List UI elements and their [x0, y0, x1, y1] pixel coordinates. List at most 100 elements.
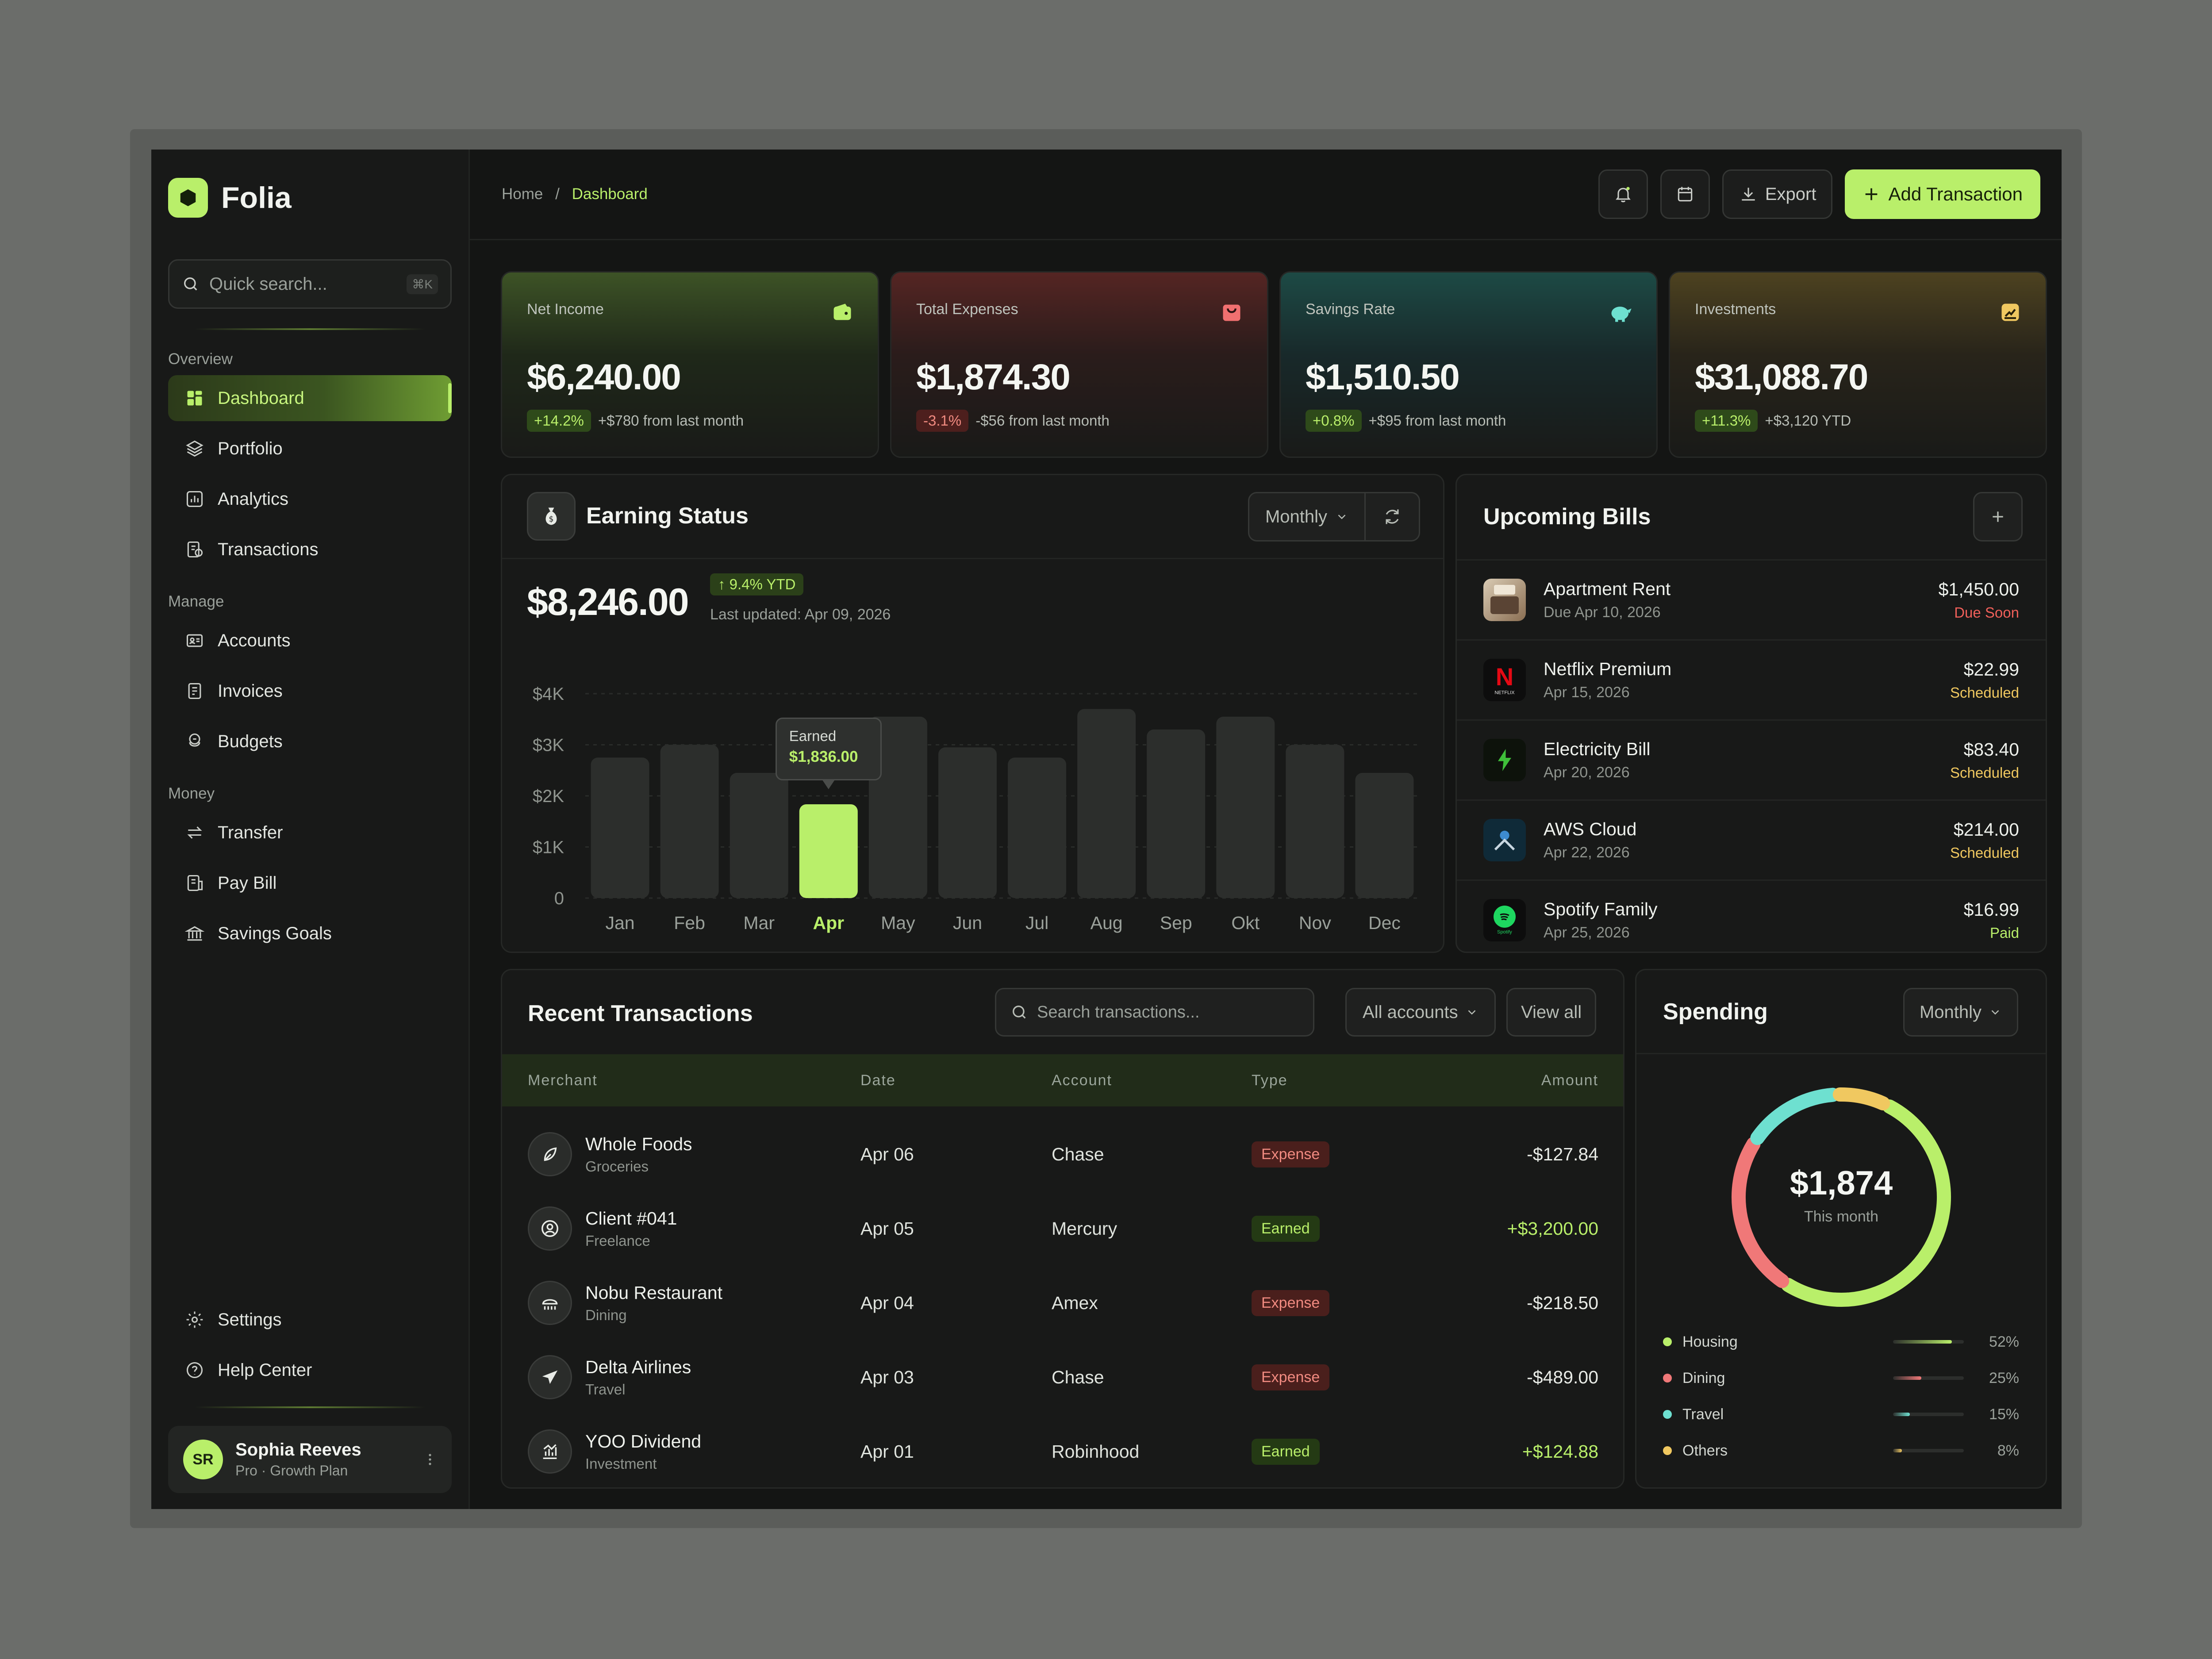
- grid-icon: [187, 391, 202, 406]
- more-vertical-icon[interactable]: [423, 1451, 437, 1468]
- bill-status: Due Soon: [1954, 604, 2019, 621]
- bar-mar[interactable]: [730, 773, 788, 898]
- merchant-icon: [528, 1355, 572, 1399]
- bar-may[interactable]: [868, 716, 927, 898]
- period-dropdown[interactable]: Monthly: [1249, 493, 1366, 540]
- sidebar-item-pay-bill[interactable]: Pay Bill: [168, 860, 452, 906]
- wallet-icon: [830, 300, 855, 325]
- bar-jan[interactable]: [591, 757, 649, 898]
- legend-progress-fill: [1893, 1340, 1952, 1344]
- help-icon: [186, 1362, 203, 1379]
- notifications-button[interactable]: [1598, 169, 1648, 219]
- legend-label: Dining: [1682, 1369, 1725, 1386]
- bar-jul[interactable]: [1008, 757, 1067, 898]
- bar-tooltip: Earned $1,836.00: [775, 717, 882, 780]
- refresh-button[interactable]: [1366, 493, 1419, 540]
- bar-okt[interactable]: [1216, 716, 1275, 898]
- bill-item[interactable]: Electricity Bill Apr 20, 2026 $83.40 Schedu…: [1457, 719, 2046, 799]
- merchant-name: Delta Airlines: [585, 1356, 691, 1377]
- stat-value: $1,510.50: [1306, 357, 1460, 397]
- user-plan: Pro · Growth Plan: [235, 1463, 348, 1479]
- add-bill-button[interactable]: [1973, 492, 2023, 541]
- brand-name: Folia: [221, 181, 292, 215]
- donut-segment-travel[interactable]: [1750, 1087, 1840, 1145]
- table-row[interactable]: Client #041 Freelance Apr 05 Mercury Earned +…: [502, 1191, 1623, 1266]
- merchant-icon: [528, 1429, 572, 1474]
- calendar-button[interactable]: [1660, 169, 1710, 219]
- bar-apr[interactable]: [799, 804, 858, 898]
- bill-item[interactable]: AWS Cloud Apr 22, 2026 $214.00 Scheduled: [1457, 799, 2046, 879]
- gear-icon: [186, 1311, 203, 1328]
- stat-card-net-income[interactable]: Net Income $6,240.00 +14.2% +$780 from la…: [501, 271, 879, 458]
- legend-progress-track: [1893, 1413, 1964, 1416]
- bill-amount: $83.40: [1963, 739, 2019, 760]
- account-filter-dropdown[interactable]: All accounts: [1345, 988, 1496, 1037]
- svg-text:$: $: [549, 515, 553, 524]
- transactions-search-input[interactable]: Search transactions...: [995, 988, 1314, 1037]
- bill-item[interactable]: Apartment Rent Due Apr 10, 2026 $1,450.00 D…: [1457, 559, 2046, 639]
- stat-card-total-expenses[interactable]: Total Expenses $1,874.30 -3.1% -$56 from …: [890, 271, 1268, 458]
- legend-progress-fill: [1893, 1413, 1910, 1416]
- earning-bar-chart: 0 $1K $2K $3K $4K Jan Feb Mar Apr May Jun Jul Aug Sep…: [533, 684, 1419, 933]
- table-header: Merchant Date Account Type Amount: [502, 1054, 1623, 1106]
- user-profile[interactable]: SR Sophia Reeves Pro · Growth Plan: [168, 1426, 452, 1493]
- sidebar-item-invoices[interactable]: Invoices: [168, 668, 452, 714]
- spending-subtitle: This month: [1804, 1208, 1879, 1225]
- bill-item[interactable]: N NETFLIX Netflix Premium Apr 15, 2026 $22.9…: [1457, 639, 2046, 719]
- bill-amount: $22.99: [1963, 659, 2019, 680]
- bar-feb[interactable]: [660, 745, 719, 899]
- export-button[interactable]: Export: [1722, 169, 1833, 219]
- sidebar-item-portfolio[interactable]: Portfolio: [168, 426, 452, 472]
- bar-jun[interactable]: [938, 747, 997, 898]
- bar-sep[interactable]: [1147, 729, 1206, 898]
- piggy-bank-icon: [1609, 300, 1633, 325]
- transaction-type-badge: Earned: [1252, 1215, 1320, 1242]
- sidebar-item-transactions[interactable]: Transactions: [168, 526, 452, 572]
- calendar-icon: [1678, 187, 1693, 202]
- sidebar-item-analytics[interactable]: Analytics: [168, 476, 452, 522]
- bar-nov[interactable]: [1286, 745, 1344, 899]
- table-row[interactable]: Delta Airlines Travel Apr 03 Chase Expense -$…: [502, 1340, 1623, 1414]
- legend-percent: 25%: [1989, 1369, 2019, 1386]
- x-tick-label: Jul: [1025, 913, 1048, 933]
- donut-segment-others[interactable]: [1832, 1087, 1890, 1111]
- legend-dot: [1663, 1410, 1672, 1419]
- bar-dec[interactable]: [1355, 773, 1414, 898]
- table-row[interactable]: YOO Dividend Investment Apr 01 Robinhood Ear…: [502, 1414, 1623, 1487]
- bill-item[interactable]: Spotify Spotify Family Apr 25, 2026 $16.99 P…: [1457, 879, 2046, 952]
- donut-segment-housing[interactable]: [1781, 1099, 1951, 1307]
- stat-card-savings-rate[interactable]: Savings Rate $1,510.50 +0.8% +$95 from la…: [1279, 271, 1658, 458]
- sidebar-item-savings-goals[interactable]: Savings Goals: [168, 910, 452, 956]
- bill-amount: $1,450.00: [1938, 579, 2019, 599]
- view-all-button[interactable]: View all: [1506, 988, 1597, 1037]
- analytics-icon: [186, 491, 203, 507]
- stat-card-investments[interactable]: Investments $31,088.70 +11.3% +$3,120 YTD: [1669, 271, 2047, 458]
- donut-segment-dining[interactable]: [1732, 1137, 1790, 1288]
- stat-change-badge: +11.3%: [1695, 410, 1758, 432]
- section-manage: Manage: [168, 593, 224, 610]
- sidebar-item-accounts[interactable]: Accounts: [168, 618, 452, 664]
- breadcrumb-home[interactable]: Home: [502, 185, 543, 203]
- bar-aug[interactable]: [1077, 709, 1136, 898]
- divider: [195, 1406, 425, 1408]
- sidebar-item-dashboard[interactable]: Dashboard: [168, 375, 452, 421]
- earning-controls: Monthly: [1248, 492, 1420, 541]
- table-row[interactable]: Whole Foods Groceries Apr 06 Chase Expense -$…: [502, 1117, 1623, 1191]
- spending-donut-chart: [1732, 1087, 1951, 1307]
- sidebar-item-settings[interactable]: Settings: [168, 1297, 452, 1343]
- shopping-bag-icon: [1219, 300, 1244, 325]
- id-card-icon: [186, 634, 203, 647]
- sidebar-item-transfer[interactable]: Transfer: [168, 810, 452, 856]
- add-transaction-button[interactable]: Add Transaction: [1845, 169, 2040, 219]
- spending-period-dropdown[interactable]: Monthly: [1903, 988, 2018, 1037]
- sidebar-item-budgets[interactable]: Budgets: [168, 718, 452, 764]
- column-date: Date: [860, 1071, 896, 1089]
- breadcrumb-separator: /: [555, 185, 560, 203]
- quick-search-input[interactable]: Quick search... ⌘K: [168, 259, 452, 309]
- sidebar-item-help-center[interactable]: Help Center: [168, 1347, 452, 1393]
- legend-item: Travel 15%: [1663, 1401, 2019, 1428]
- plus-icon: [1993, 511, 2003, 522]
- transaction-type-badge: Earned: [1252, 1438, 1320, 1465]
- table-row[interactable]: Nobu Restaurant Dining Apr 04 Amex Expense -$…: [502, 1266, 1623, 1340]
- brand[interactable]: Folia: [168, 150, 452, 246]
